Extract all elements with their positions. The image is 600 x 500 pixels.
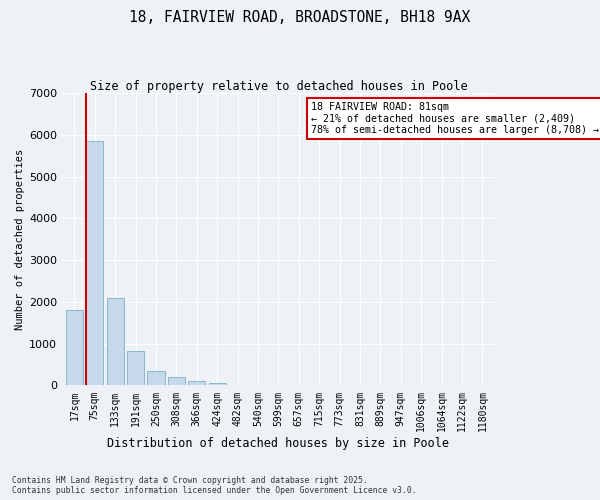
X-axis label: Distribution of detached houses by size in Poole: Distribution of detached houses by size … — [107, 437, 449, 450]
Bar — [86, 141, 103, 386]
Bar — [127, 351, 144, 386]
Bar — [209, 382, 226, 386]
Bar — [168, 377, 185, 386]
Bar — [107, 298, 124, 386]
Y-axis label: Number of detached properties: Number of detached properties — [15, 148, 25, 330]
Bar — [148, 371, 164, 386]
Bar — [188, 382, 205, 386]
Text: Contains HM Land Registry data © Crown copyright and database right 2025.
Contai: Contains HM Land Registry data © Crown c… — [12, 476, 416, 495]
Text: 18 FAIRVIEW ROAD: 81sqm
← 21% of detached houses are smaller (2,409)
78% of semi: 18 FAIRVIEW ROAD: 81sqm ← 21% of detache… — [311, 102, 599, 135]
Bar — [66, 310, 83, 386]
Title: Size of property relative to detached houses in Poole: Size of property relative to detached ho… — [89, 80, 467, 93]
Text: 18, FAIRVIEW ROAD, BROADSTONE, BH18 9AX: 18, FAIRVIEW ROAD, BROADSTONE, BH18 9AX — [130, 10, 470, 25]
